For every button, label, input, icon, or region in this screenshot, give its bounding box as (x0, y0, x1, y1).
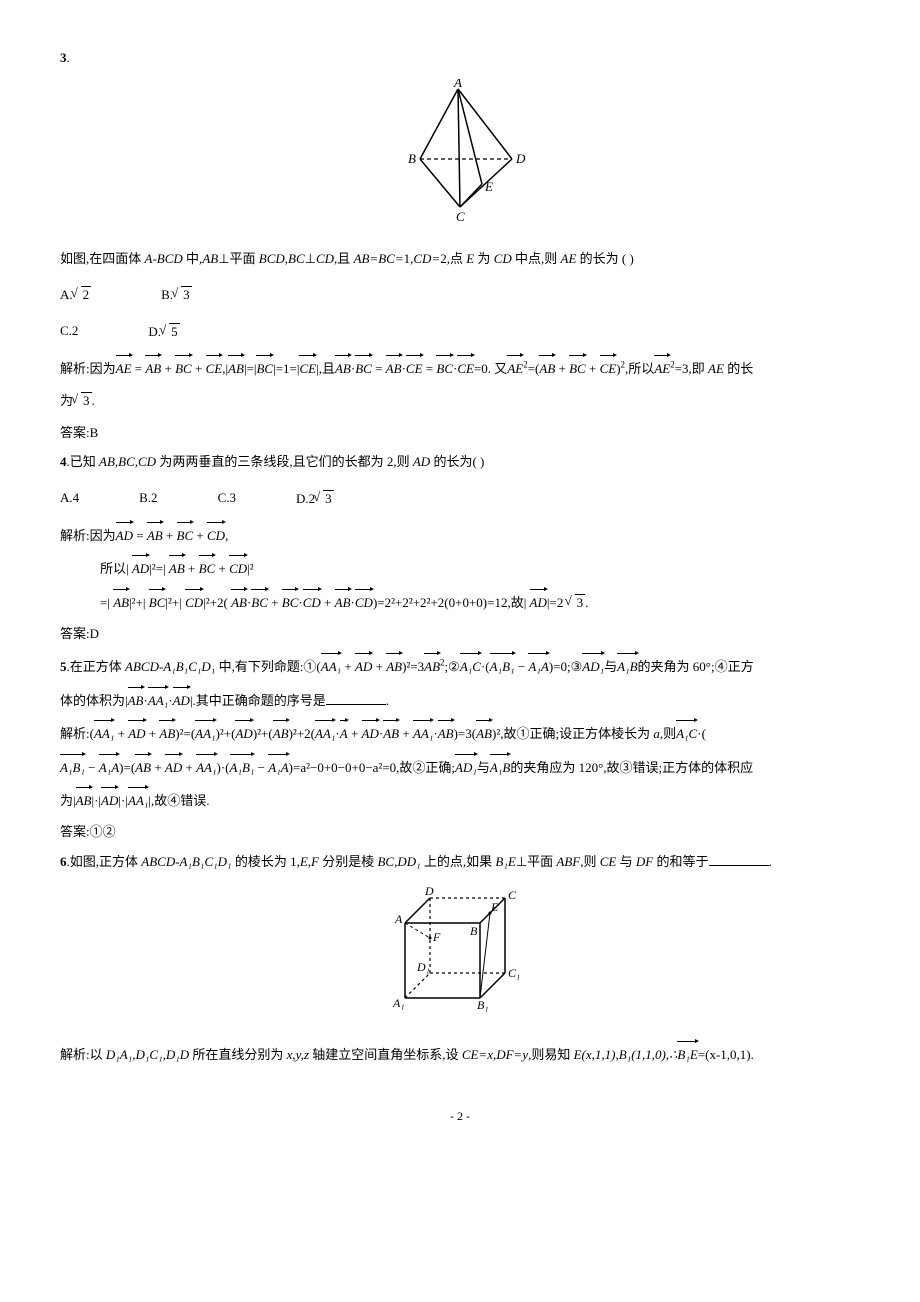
problem-6-explanation: 解析:以 D₁A₁,D₁C₁,D₁D 所在直线分别为 x,y,z 轴建立空间直角… (60, 1041, 860, 1066)
problem-3-explanation: 解析:因为AE = AB + BC + CE,|AB|=|BC|=1=|CE|,… (60, 355, 860, 380)
blank-6 (709, 852, 769, 866)
problem-4-explanation-1: 解析:因为AD = AB + BC + CD, (60, 522, 860, 547)
problem-3-num: 3. (60, 46, 860, 69)
problem-3-answer: 答案:B (60, 421, 860, 444)
fig6-B: B (470, 924, 478, 938)
option-4C: C.3 (218, 486, 236, 510)
fig6-D1: D₁ (416, 960, 430, 974)
problem-4-answer: 答案:D (60, 622, 860, 645)
option-3B: B.3 (161, 282, 191, 306)
problem-5-explanation-3: 为|AB|·|AD|·|AA₁|,故④错误. (60, 787, 860, 812)
problem-3-options-row2: C.2 D.5 (60, 319, 860, 343)
problem-4-explanation-2: 所以| AD|²=| AB + BC + CD|² (60, 555, 860, 580)
fig6-C: C (508, 888, 517, 902)
fig6-B1: B₁ (477, 998, 489, 1012)
fig6-D: D (424, 884, 434, 898)
option-4A: A.4 (60, 486, 79, 510)
problem-4-stem: 4.已知 AB,BC,CD 为两两垂直的三条线段,且它们的长都为 2,则 AD … (60, 450, 860, 473)
option-3C: C.2 (60, 319, 78, 343)
problem-5-answer: 答案:①② (60, 820, 860, 843)
fig3-label-B: B (408, 151, 416, 166)
problem-6-stem: 6.如图,正方体 ABCD-A₁B₁C₁D₁ 的棱长为 1,E,F 分别是棱 B… (60, 850, 860, 873)
page-number: - 2 - (60, 1106, 860, 1128)
option-3A: A.2 (60, 282, 91, 306)
option-4D: D.23 (296, 486, 334, 510)
option-4B: B.2 (139, 486, 157, 510)
problem-3-explanation-tail: 为3. (60, 388, 860, 412)
fig6-F: F (432, 930, 441, 944)
fig3-label-A: A (453, 79, 462, 90)
problem-6-figure: D C A B E F D₁ C₁ A₁ B₁ (60, 883, 860, 1030)
problem-5-explanation-2: A₁B₁ − A₁A)=(AB + AD + AA₁)·(A₁B₁ − A₁A)… (60, 754, 860, 779)
fig3-label-D: D (515, 151, 526, 166)
fig6-A: A (394, 912, 403, 926)
problem-3-figure: A B C D E (60, 79, 860, 236)
fig3-label-C: C (456, 209, 465, 224)
option-3D: D.5 (148, 319, 179, 343)
fig3-label-E: E (484, 179, 493, 194)
problem-4-explanation-3: =| AB|²+| BC|²+| CD|²+2( AB·BC + BC·CD +… (60, 589, 860, 614)
fig6-A1: A₁ (392, 996, 405, 1010)
problem-3-stem: 如图,在四面体 A-BCD 中,AB⊥平面 BCD,BC⊥CD,且 AB=BC=… (60, 247, 860, 270)
problem-4-options: A.4 B.2 C.3 D.23 (60, 486, 860, 510)
problem-3-options-row1: A.2 B.3 (60, 282, 860, 306)
problem-5-stem-2: 体的体积为|AB·AA₁·AD|.其中正确命题的序号是. (60, 687, 860, 712)
fig6-E: E (490, 900, 499, 914)
problem-5-stem: 5.在正方体 ABCD-A₁B₁C₁D₁ 中,有下列命题:①(AA₁ + AD … (60, 653, 860, 678)
fig6-C1: C₁ (508, 966, 520, 980)
blank-5 (326, 691, 386, 705)
problem-5-explanation-1: 解析:(AA₁ + AD + AB)²=(AA₁)²+(AD)²+(AB)²+2… (60, 720, 860, 745)
